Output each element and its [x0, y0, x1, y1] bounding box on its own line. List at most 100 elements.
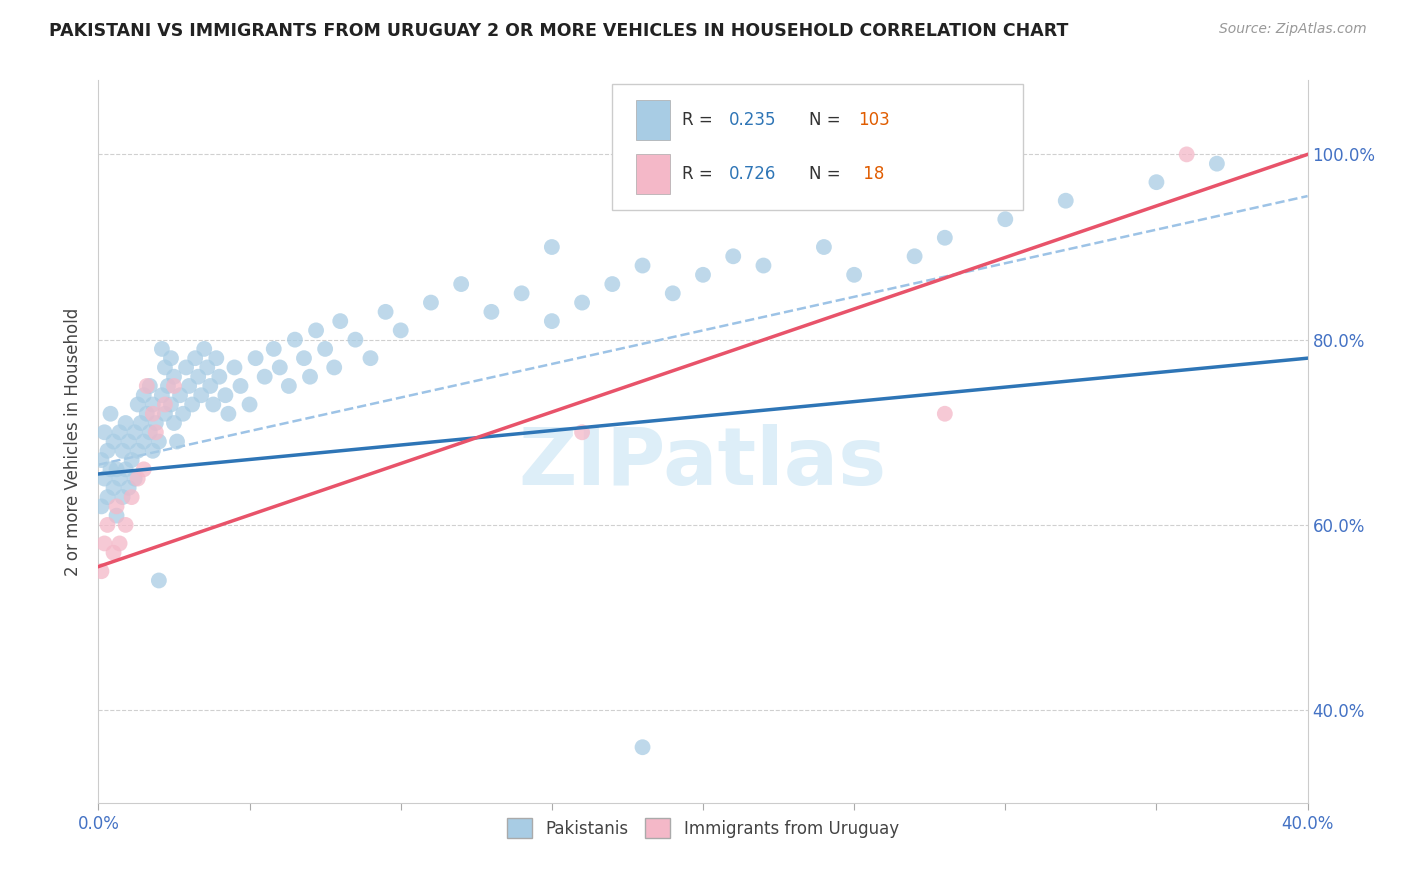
Text: R =: R =: [682, 165, 718, 183]
Point: [93, 536, 115, 550]
Point: [934, 407, 956, 421]
Point: [111, 443, 134, 458]
Point: [374, 305, 396, 319]
Point: [661, 286, 683, 301]
Point: [540, 240, 562, 254]
Point: [571, 425, 593, 440]
Point: [934, 231, 956, 245]
Point: [179, 379, 201, 393]
Point: [153, 360, 176, 375]
Point: [299, 369, 322, 384]
Point: [160, 397, 183, 411]
Point: [166, 434, 188, 449]
Point: [103, 434, 125, 449]
Point: [1175, 147, 1198, 161]
Point: [105, 462, 128, 476]
Point: [481, 305, 503, 319]
Point: [723, 249, 745, 263]
Point: [121, 453, 143, 467]
Point: [127, 443, 149, 458]
Point: [190, 388, 212, 402]
Point: [284, 333, 307, 347]
Point: [105, 508, 128, 523]
Point: [184, 351, 207, 366]
Point: [450, 277, 472, 291]
Point: [631, 740, 654, 755]
Point: [142, 443, 165, 458]
Point: [160, 351, 183, 366]
Point: [103, 481, 125, 495]
Text: PAKISTANI VS IMMIGRANTS FROM URUGUAY 2 OR MORE VEHICLES IN HOUSEHOLD CORRELATION: PAKISTANI VS IMMIGRANTS FROM URUGUAY 2 O…: [49, 22, 1069, 40]
Point: [114, 517, 136, 532]
Point: [571, 295, 593, 310]
Point: [111, 490, 134, 504]
Point: [193, 342, 215, 356]
Point: [263, 342, 285, 356]
Point: [148, 574, 170, 588]
Point: [108, 536, 131, 550]
Point: [202, 397, 225, 411]
Point: [752, 259, 775, 273]
Point: [253, 369, 276, 384]
Point: [200, 379, 222, 393]
Point: [150, 388, 173, 402]
Point: [96, 490, 118, 504]
Point: [1144, 175, 1167, 189]
Point: [214, 388, 236, 402]
Point: [305, 323, 328, 337]
Point: [163, 416, 186, 430]
Point: [292, 351, 315, 366]
Point: [114, 462, 136, 476]
Point: [602, 277, 624, 291]
Point: [145, 416, 167, 430]
Point: [187, 369, 209, 384]
Point: [90, 453, 112, 467]
Point: [245, 351, 267, 366]
Point: [103, 546, 125, 560]
FancyBboxPatch shape: [637, 154, 671, 194]
Point: [90, 500, 112, 514]
Point: [217, 407, 239, 421]
Point: [108, 425, 131, 440]
Point: [420, 295, 443, 310]
Point: [813, 240, 835, 254]
Point: [510, 286, 533, 301]
Point: [153, 397, 176, 411]
Point: [96, 517, 118, 532]
FancyBboxPatch shape: [613, 84, 1024, 211]
Text: 0.235: 0.235: [728, 111, 776, 129]
Point: [96, 443, 118, 458]
Point: [132, 462, 155, 476]
Point: [1054, 194, 1077, 208]
Point: [153, 407, 176, 421]
Point: [121, 490, 143, 504]
Point: [142, 407, 165, 421]
Text: N =: N =: [810, 165, 846, 183]
Point: [389, 323, 412, 337]
Point: [994, 212, 1017, 227]
Point: [344, 333, 367, 347]
Text: 0.726: 0.726: [728, 165, 776, 183]
Point: [142, 397, 165, 411]
Point: [631, 259, 654, 273]
Point: [118, 434, 141, 449]
Point: [540, 314, 562, 328]
Point: [169, 388, 191, 402]
Point: [156, 379, 179, 393]
Text: R =: R =: [682, 111, 718, 129]
Point: [904, 249, 927, 263]
Point: [135, 407, 157, 421]
Point: [93, 425, 115, 440]
Point: [277, 379, 299, 393]
Point: [100, 407, 122, 421]
Point: [90, 564, 112, 578]
Text: 103: 103: [858, 111, 890, 129]
Point: [208, 369, 231, 384]
Point: [224, 360, 246, 375]
Point: [329, 314, 352, 328]
Point: [195, 360, 218, 375]
Point: [139, 379, 162, 393]
Point: [129, 416, 152, 430]
Point: [105, 500, 128, 514]
Point: [127, 472, 149, 486]
